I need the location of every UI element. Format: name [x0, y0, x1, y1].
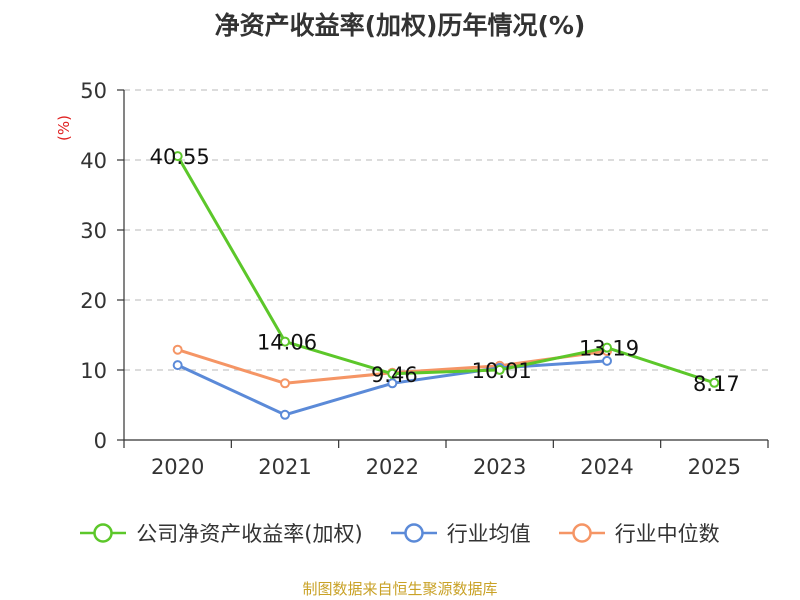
data-point: [387, 368, 398, 379]
data-point: [602, 342, 612, 353]
y-tick-label: 20: [80, 289, 107, 313]
y-tick-label: 30: [80, 219, 107, 243]
legend-line-circle-icon: [390, 523, 437, 543]
data-point: [494, 364, 505, 375]
y-tick-label: 0: [94, 429, 107, 453]
y-tick-label: 50: [80, 79, 107, 103]
data-point: [280, 378, 290, 389]
data-label: 13.19: [579, 337, 639, 361]
data-point: [602, 355, 612, 366]
legend-label: 行业中位数: [614, 522, 720, 546]
legend-item-industry-median[interactable]: 行业中位数: [558, 518, 720, 548]
legend-line-circle-icon: [80, 523, 127, 543]
data-labels: 40.55 14.06 9.46 10.01 13.19 8.17: [150, 145, 740, 396]
data-label: 40.55: [150, 145, 210, 169]
x-tick-label: 2020: [151, 455, 204, 479]
legend-line-circle-icon: [558, 523, 605, 543]
data-label: 10.01: [472, 359, 532, 383]
legend: 公司净资产收益率(加权) 行业均值 行业中位数: [0, 518, 800, 548]
legend-label: 公司净资产收益率(加权): [136, 522, 363, 546]
x-tick-label: 2025: [688, 455, 741, 479]
legend-item-industry-mean[interactable]: 行业均值: [390, 518, 531, 548]
x-tick-label: 2023: [473, 455, 526, 479]
data-point: [172, 344, 183, 355]
series-line: [176, 155, 715, 385]
data-label: 9.46: [371, 363, 418, 387]
data-point: [172, 360, 183, 371]
y-tick-label: 40: [80, 149, 107, 173]
y-axis-label: (%): [55, 115, 73, 141]
legend-label: 行业均值: [446, 522, 531, 546]
data-point: [280, 336, 290, 347]
x-tick-label: 2022: [366, 455, 419, 479]
data-point: [387, 378, 398, 389]
x-tick-label: 2021: [258, 455, 311, 479]
axes: 0 10 20 30 40 50 2020 2021 2022 2023 2024 2025: [80, 79, 769, 479]
data-point: [280, 409, 290, 420]
legend-item-company[interactable]: 公司净资产收益率(加权): [80, 518, 363, 548]
data-label: 14.06: [257, 331, 317, 355]
x-tick-label: 2024: [580, 455, 633, 479]
source-note: 制图数据来自恒生聚源数据库: [302, 580, 498, 598]
data-point: [709, 377, 720, 388]
data-point: [172, 151, 183, 162]
data-label: 8.17: [693, 372, 740, 396]
series-lines: [172, 151, 720, 420]
chart-title: 净资产收益率(加权)历年情况(%): [214, 11, 586, 40]
y-tick-label: 10: [80, 359, 107, 383]
